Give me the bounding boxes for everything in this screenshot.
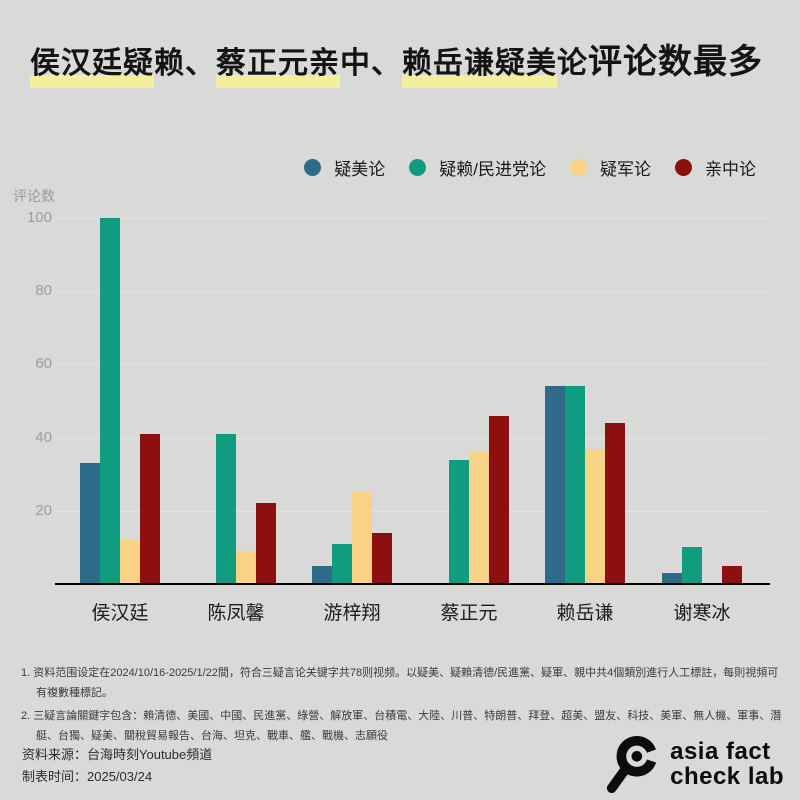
bar xyxy=(372,533,392,584)
bar-group xyxy=(80,0,160,584)
title-segment: 赖、 xyxy=(154,47,216,80)
logo-line2: check lab xyxy=(670,763,784,790)
y-tick-label: 80 xyxy=(35,282,52,300)
bar xyxy=(312,566,332,584)
title-segment: 论 xyxy=(557,47,588,80)
bar xyxy=(469,452,489,584)
legend-swatch-icon xyxy=(570,159,587,176)
asia-fact-check-lab-logo: asia fact check lab xyxy=(603,734,784,794)
page-title: 侯汉廷疑赖、蔡正元亲中、赖岳谦疑美论 评论数最多 xyxy=(30,38,780,88)
source-text: 资料来源：台海時刻Youtube頻道 xyxy=(22,747,213,762)
bar xyxy=(216,434,236,584)
bar-group xyxy=(662,0,742,584)
legend-item: 疑军论 xyxy=(570,155,651,180)
bar xyxy=(489,416,509,584)
category-label: 谢寒冰 xyxy=(673,603,731,624)
bar xyxy=(545,386,565,584)
chart-legend: 疑美论 疑赖/民进党论 疑军论 亲中论 xyxy=(304,155,756,180)
bar xyxy=(120,540,140,584)
bar-group xyxy=(429,0,509,584)
legend-swatch-icon xyxy=(409,159,427,176)
legend-item: 亲中论 xyxy=(675,155,756,180)
bar xyxy=(565,386,585,584)
gridline xyxy=(55,291,770,293)
bar-group xyxy=(196,0,276,584)
logo-line1: asia fact xyxy=(670,738,771,765)
magnifier-icon xyxy=(606,735,658,793)
bar xyxy=(80,463,100,584)
legend-label: 疑美论 xyxy=(334,160,386,179)
legend-item: 疑赖/民进党论 xyxy=(409,155,546,180)
title-segment: 蔡正元亲 xyxy=(216,40,340,88)
y-tick-label: 100 xyxy=(26,209,52,226)
footnote: 2. 三疑言論關鍵字包含：賴清德、美國、中國、民進黨、綠營、解放軍、台積電、大陸… xyxy=(21,710,782,742)
x-axis-line xyxy=(55,583,770,585)
y-tick-label: 60 xyxy=(35,355,52,373)
logo-text: asia fact check lab xyxy=(670,739,784,789)
legend-label: 亲中论 xyxy=(705,160,756,179)
y-tick-label: 20 xyxy=(35,501,52,519)
source-block: 资料来源：台海時刻Youtube頻道 制表时间：2025/03/24 xyxy=(22,744,212,788)
title-segment: 赖岳谦疑美 xyxy=(402,40,557,88)
category-label: 赖岳谦 xyxy=(556,603,614,624)
gridline xyxy=(55,364,770,366)
bar xyxy=(662,573,682,584)
bar xyxy=(585,449,605,584)
bar xyxy=(682,547,702,584)
category-label: 游梓翔 xyxy=(323,603,381,624)
category-label: 蔡正元 xyxy=(440,603,498,624)
gridline xyxy=(55,218,770,219)
y-axis-title: 评论数 xyxy=(13,188,55,204)
y-tick-label: 40 xyxy=(35,428,52,446)
bar xyxy=(605,423,625,584)
legend-label: 疑军论 xyxy=(600,160,651,179)
legend-label: 疑赖/民进党论 xyxy=(439,160,546,179)
footnotes: 1. 资料范围设定在2024/10/16-2025/1/22間，符合三疑言论关键… xyxy=(21,663,789,749)
gridline xyxy=(55,510,770,512)
category-label: 陈凤馨 xyxy=(207,603,265,624)
legend-swatch-icon xyxy=(675,159,692,176)
bar xyxy=(332,544,352,584)
gridline xyxy=(55,437,770,439)
title-segment: 评论数最多 xyxy=(588,43,763,81)
bar xyxy=(352,492,372,584)
bar xyxy=(256,503,276,584)
title-segment: 中、 xyxy=(340,47,402,80)
bar xyxy=(722,566,742,584)
bar-group xyxy=(545,0,625,584)
bar xyxy=(236,551,256,584)
footnote: 1. 资料范围设定在2024/10/16-2025/1/22間，符合三疑言论关键… xyxy=(21,667,779,699)
bar xyxy=(449,460,469,584)
legend-item: 疑美论 xyxy=(304,155,385,180)
date-text: 制表时间：2025/03/24 xyxy=(22,769,153,784)
bar-group xyxy=(312,0,392,584)
bar xyxy=(100,218,120,584)
title-segment: 侯汉廷疑 xyxy=(30,40,154,88)
legend-swatch-icon xyxy=(304,159,322,176)
bar xyxy=(140,434,160,584)
category-label: 侯汉廷 xyxy=(91,603,149,624)
